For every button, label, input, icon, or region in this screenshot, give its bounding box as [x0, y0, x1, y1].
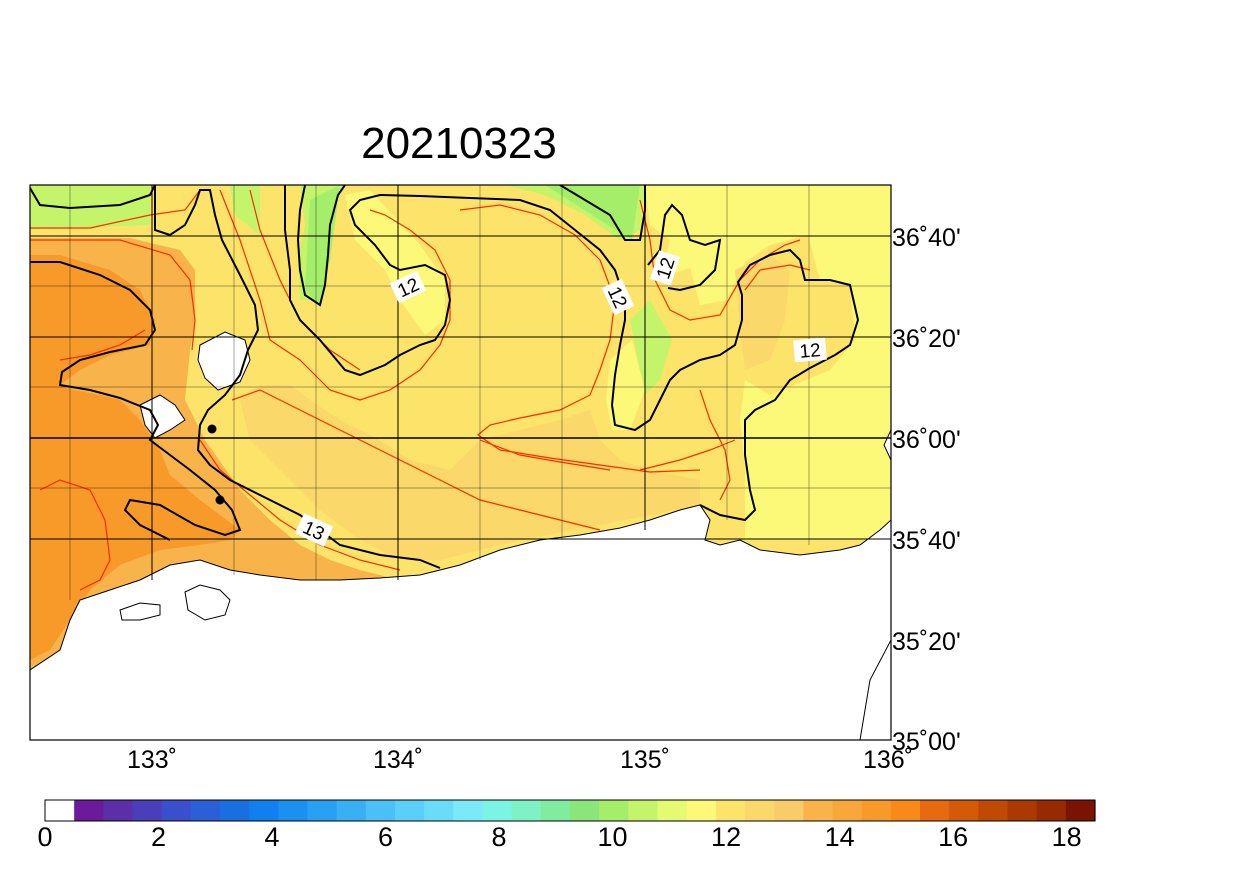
y-tick-label: 36˚40'	[892, 224, 961, 252]
colorbar-swatch	[920, 800, 950, 821]
colorbar-frame	[44, 799, 1096, 822]
station-marker	[215, 495, 225, 505]
colorbar-tick-labels: 0 2 4 6 8 10 12 14 16 18	[37, 822, 1081, 852]
colorbar-swatch	[540, 800, 571, 821]
oki-small-islands	[139, 394, 186, 439]
y-tick-label: 36˚20'	[892, 325, 961, 353]
sst-field-green-mid	[305, 185, 640, 305]
colorbar-tick-label: 4	[265, 822, 280, 852]
colorbar-swatch	[686, 800, 717, 821]
colorbar-swatch	[978, 800, 1009, 821]
colorbar-swatch	[249, 800, 279, 821]
y-tick-label: 36˚00'	[892, 426, 961, 454]
colorbar-swatch	[395, 800, 425, 821]
contour-label-text: 12	[799, 340, 822, 363]
colorbar-tick-label: 0	[37, 822, 52, 852]
land-mass	[30, 504, 891, 740]
grid-lines	[30, 185, 891, 600]
colorbar-swatch	[599, 800, 629, 821]
colorbar-swatch	[45, 800, 75, 821]
colorbar-swatch	[74, 800, 104, 821]
colorbar-swatch	[628, 800, 659, 821]
colorbar-swatch	[774, 800, 804, 821]
x-tick-label: 133˚	[127, 746, 177, 774]
colorbar-swatch	[424, 800, 454, 821]
colorbar-swatch	[1065, 800, 1096, 821]
colorbar-tick-label: 8	[492, 822, 507, 852]
minor-contours	[30, 189, 811, 591]
colorbar-tick-label: 6	[378, 822, 393, 852]
colorbar-swatch	[453, 800, 484, 821]
y-axis-labels: 36˚40' 36˚20' 36˚00' 35˚40' 35˚20' 35˚00…	[892, 224, 961, 756]
colorbar-swatch	[861, 800, 892, 821]
colorbar-swatch	[220, 800, 250, 821]
colorbar-tick-label: 2	[151, 822, 166, 852]
oki-island-white	[197, 331, 251, 391]
x-tick-label: 136˚	[863, 746, 913, 774]
colorbar-swatch	[657, 800, 688, 821]
colorbar-swatch	[803, 800, 834, 821]
colorbar-tick-label: 12	[711, 822, 741, 852]
contour-label: 12	[649, 250, 681, 286]
sst-field-warm-east	[240, 255, 790, 560]
lake-shinji	[184, 584, 231, 621]
colorbar-swatch	[307, 800, 338, 821]
x-axis-labels: 133˚ 134˚ 135˚ 136˚	[127, 746, 913, 774]
colorbar-tick-label: 14	[825, 822, 855, 852]
colorbar-swatch	[278, 800, 309, 821]
colorbar-tick-label: 18	[1052, 822, 1082, 852]
colorbar-swatch	[482, 800, 513, 821]
lake-nakaumi	[119, 602, 161, 621]
y-tick-label: 35˚00'	[892, 728, 961, 756]
y-tick-label: 35˚40'	[892, 527, 961, 555]
colorbar-swatch	[949, 800, 979, 821]
contour-label: 12	[793, 337, 827, 363]
colorbar-swatch	[511, 800, 542, 821]
colorbar-swatch	[832, 800, 863, 821]
map-panel: 12 12 12 12 13	[30, 185, 891, 740]
sst-field-east-yellow	[645, 185, 891, 540]
colorbar-tick-label: 16	[938, 822, 968, 852]
colorbar-swatch	[1036, 800, 1067, 821]
colorbar-swatch	[190, 800, 221, 821]
colorbar-swatch	[365, 800, 396, 821]
colorbar-swatch	[1007, 800, 1038, 821]
sst-field-greenish-east	[630, 300, 672, 395]
sst-field-yellow-eddy	[345, 190, 645, 430]
station-marker	[207, 424, 217, 434]
colorbar-swatch	[161, 800, 192, 821]
x-tick-label: 134˚	[373, 746, 423, 774]
map-title: 20210323	[361, 119, 557, 168]
colorbar-swatch	[336, 800, 367, 821]
colorbar-swatch	[715, 800, 746, 821]
y-tick-label: 35˚20'	[892, 628, 961, 656]
colorbar-swatch	[890, 800, 921, 821]
colorbar-swatch	[570, 800, 600, 821]
colorbar-tick-label: 10	[598, 822, 628, 852]
colorbar-swatch	[745, 800, 775, 821]
map-frame	[29, 184, 892, 741]
x-tick-label: 135˚	[620, 746, 670, 774]
colorbar-swatch	[132, 800, 163, 821]
colorbar-swatch	[103, 800, 134, 821]
colorbar	[45, 800, 1096, 821]
